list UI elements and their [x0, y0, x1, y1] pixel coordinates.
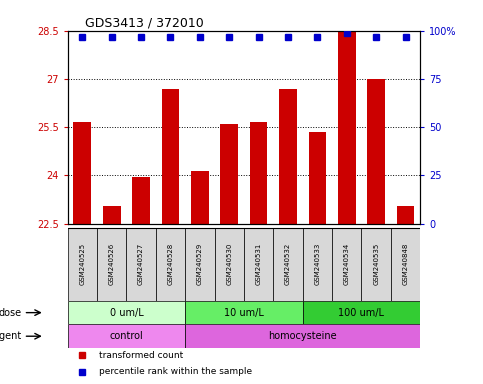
- Text: control: control: [110, 331, 143, 341]
- Text: GSM240533: GSM240533: [314, 243, 320, 285]
- Text: 0 um/L: 0 um/L: [110, 308, 143, 318]
- Bar: [103, 206, 121, 223]
- Bar: [220, 124, 238, 223]
- Bar: [391, 228, 420, 301]
- Text: GSM240529: GSM240529: [197, 243, 203, 285]
- Bar: [185, 228, 214, 301]
- Text: GSM240535: GSM240535: [373, 243, 379, 285]
- Bar: [68, 324, 185, 348]
- Bar: [250, 122, 268, 223]
- Bar: [132, 177, 150, 223]
- Text: 100 um/L: 100 um/L: [339, 308, 384, 318]
- Text: percentile rank within the sample: percentile rank within the sample: [99, 367, 253, 376]
- Bar: [73, 122, 91, 223]
- Bar: [162, 89, 179, 223]
- Bar: [214, 228, 244, 301]
- Text: GSM240525: GSM240525: [79, 243, 85, 285]
- Bar: [309, 132, 326, 223]
- Bar: [191, 170, 209, 223]
- Text: GSM240532: GSM240532: [285, 243, 291, 285]
- Bar: [273, 228, 303, 301]
- Text: GSM240534: GSM240534: [344, 243, 350, 285]
- Text: GSM240530: GSM240530: [226, 243, 232, 285]
- Bar: [156, 228, 185, 301]
- Text: GSM240848: GSM240848: [402, 243, 409, 285]
- Bar: [303, 301, 420, 324]
- Text: homocysteine: homocysteine: [269, 331, 337, 341]
- Text: transformed count: transformed count: [99, 351, 184, 359]
- Bar: [279, 89, 297, 223]
- Text: GSM240528: GSM240528: [168, 243, 173, 285]
- Bar: [361, 228, 391, 301]
- Bar: [338, 31, 355, 223]
- Text: 10 um/L: 10 um/L: [224, 308, 264, 318]
- Text: agent: agent: [0, 331, 22, 341]
- Text: GSM240531: GSM240531: [256, 243, 262, 285]
- Text: GDS3413 / 372010: GDS3413 / 372010: [85, 17, 204, 30]
- Bar: [68, 228, 97, 301]
- Text: GSM240526: GSM240526: [109, 243, 114, 285]
- Bar: [185, 324, 420, 348]
- Bar: [332, 228, 361, 301]
- Text: dose: dose: [0, 308, 22, 318]
- Bar: [303, 228, 332, 301]
- Bar: [68, 301, 185, 324]
- Bar: [127, 228, 156, 301]
- Text: GSM240527: GSM240527: [138, 243, 144, 285]
- Bar: [244, 228, 273, 301]
- Bar: [397, 206, 414, 223]
- Bar: [185, 301, 303, 324]
- Bar: [97, 228, 127, 301]
- Bar: [367, 79, 385, 223]
